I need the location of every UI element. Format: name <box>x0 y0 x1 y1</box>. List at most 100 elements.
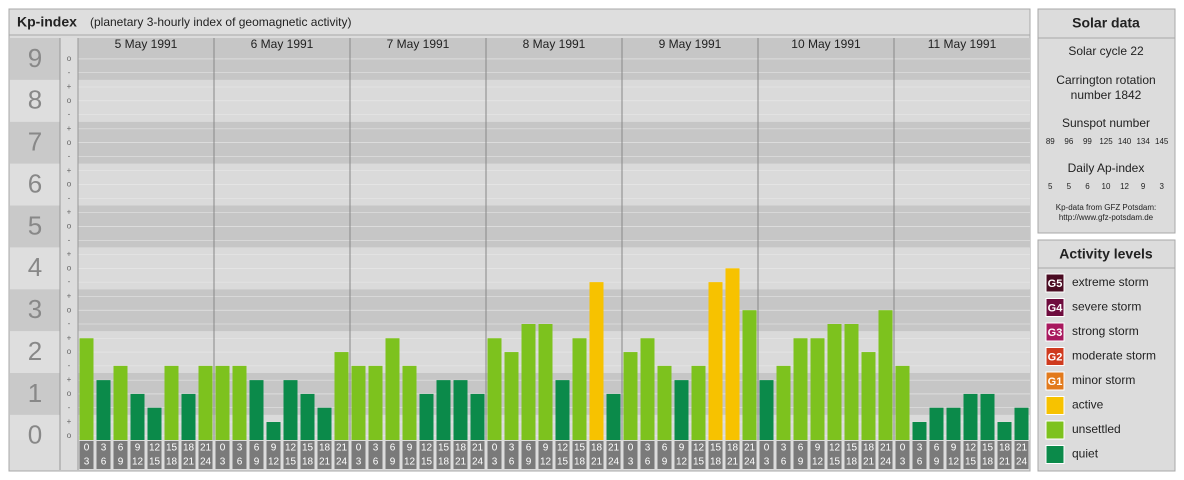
x-tick-label: 0 <box>764 443 770 454</box>
x-tick-label: 18 <box>591 443 603 454</box>
bar <box>351 365 366 440</box>
x-tick-label: 12 <box>812 457 824 468</box>
y-minor-label: o <box>67 54 72 63</box>
bar <box>453 380 468 440</box>
y-minor-label: o <box>67 222 72 231</box>
legend-label: moderate storm <box>1072 349 1156 363</box>
x-tick-label: 21 <box>183 457 195 468</box>
x-tick-label: 21 <box>200 443 212 454</box>
solar-value: 5 <box>1067 182 1072 191</box>
x-tick-label: 21 <box>455 457 467 468</box>
hour-box <box>419 441 434 469</box>
bar <box>487 338 502 440</box>
source: Kp-data from GFZ Potsdam: <box>1056 203 1156 212</box>
x-tick-label: 12 <box>829 443 841 454</box>
hour-box <box>504 441 519 469</box>
x-tick-label: 18 <box>438 457 450 468</box>
hour-box <box>317 441 332 469</box>
hour-box <box>878 441 893 469</box>
solar-value: 89 <box>1046 137 1055 146</box>
x-tick-label: 15 <box>710 443 722 454</box>
x-tick-label: 12 <box>676 457 688 468</box>
y-minor-label: o <box>67 347 72 356</box>
hour-box <box>521 441 536 469</box>
x-tick-label: 6 <box>254 443 260 454</box>
panel-title: Activity levels <box>1059 246 1153 262</box>
x-tick-label: 18 <box>166 457 178 468</box>
bar <box>997 421 1012 440</box>
y-tick-label: 1 <box>28 378 42 408</box>
legend-swatch <box>1045 298 1065 317</box>
x-tick-label: 9 <box>543 443 549 454</box>
bar <box>674 380 689 440</box>
day-label: 6 May 1991 <box>251 37 314 51</box>
x-tick-label: 6 <box>509 457 515 468</box>
x-tick-label: 24 <box>336 457 348 468</box>
legend-label: severe storm <box>1072 300 1141 314</box>
ap-title: Daily Ap-index <box>1068 161 1145 175</box>
x-tick-label: 9 <box>662 457 668 468</box>
y-minor-label: + <box>67 291 72 300</box>
x-tick-label: 6 <box>101 457 107 468</box>
x-tick-label: 6 <box>645 457 651 468</box>
solar-value: 12 <box>1120 182 1129 191</box>
legend-badge: G1 <box>1048 376 1063 388</box>
y-tick-label: 8 <box>28 85 42 115</box>
hour-box <box>300 441 315 469</box>
bar <box>436 380 451 440</box>
x-tick-label: 0 <box>84 443 90 454</box>
source-url: http://www.gfz-potsdam.de <box>1059 213 1154 222</box>
band <box>10 414 60 440</box>
x-tick-label: 15 <box>166 443 178 454</box>
bar <box>725 268 740 440</box>
legend-label: unsettled <box>1072 422 1121 436</box>
x-tick-label: 9 <box>135 443 141 454</box>
x-tick-label: 18 <box>183 443 195 454</box>
x-tick-label: 3 <box>101 443 107 454</box>
hour-box <box>181 441 196 469</box>
hour-box <box>487 441 502 469</box>
hour-box <box>640 441 655 469</box>
hour-box <box>691 441 706 469</box>
legend-label: minor storm <box>1072 373 1135 387</box>
x-tick-label: 15 <box>557 457 569 468</box>
title-bar <box>8 8 1031 36</box>
legend-label: extreme storm <box>1072 275 1149 289</box>
x-tick-label: 3 <box>628 457 634 468</box>
y-tick-label: 4 <box>28 252 42 282</box>
bar <box>402 365 417 440</box>
bar <box>504 352 519 440</box>
legend-badge: G5 <box>1048 278 1063 290</box>
x-tick-label: 3 <box>237 443 243 454</box>
y-minor-label: + <box>67 417 72 426</box>
bar <box>300 393 315 440</box>
bar <box>538 324 553 440</box>
y-minor-label: - <box>68 361 71 370</box>
solar-value: 5 <box>1048 182 1053 191</box>
x-tick-label: 6 <box>118 443 124 454</box>
x-tick-label: 12 <box>540 457 552 468</box>
x-tick-label: 9 <box>934 457 940 468</box>
hour-box <box>708 441 723 469</box>
x-tick-label: 12 <box>421 443 433 454</box>
legend-swatch <box>1045 420 1065 440</box>
panel-title: Solar data <box>1072 15 1140 31</box>
x-tick-label: 6 <box>373 457 379 468</box>
hour-box <box>861 441 876 469</box>
solar-value: 6 <box>1085 182 1090 191</box>
y-minor-label: - <box>68 193 71 202</box>
x-tick-label: 15 <box>285 457 297 468</box>
bar <box>657 365 672 440</box>
hour-box <box>912 441 927 469</box>
y-tick-label: 0 <box>28 420 42 450</box>
day-label: 9 May 1991 <box>659 37 722 51</box>
x-tick-label: 6 <box>781 457 787 468</box>
legend-swatch <box>1045 273 1065 293</box>
x-tick-label: 9 <box>390 457 396 468</box>
x-tick-label: 9 <box>951 443 957 454</box>
carrington: Carrington rotation <box>1056 73 1155 87</box>
bar <box>1014 407 1029 440</box>
hour-box <box>232 441 247 469</box>
hour-box <box>572 441 587 469</box>
bar <box>147 407 162 440</box>
